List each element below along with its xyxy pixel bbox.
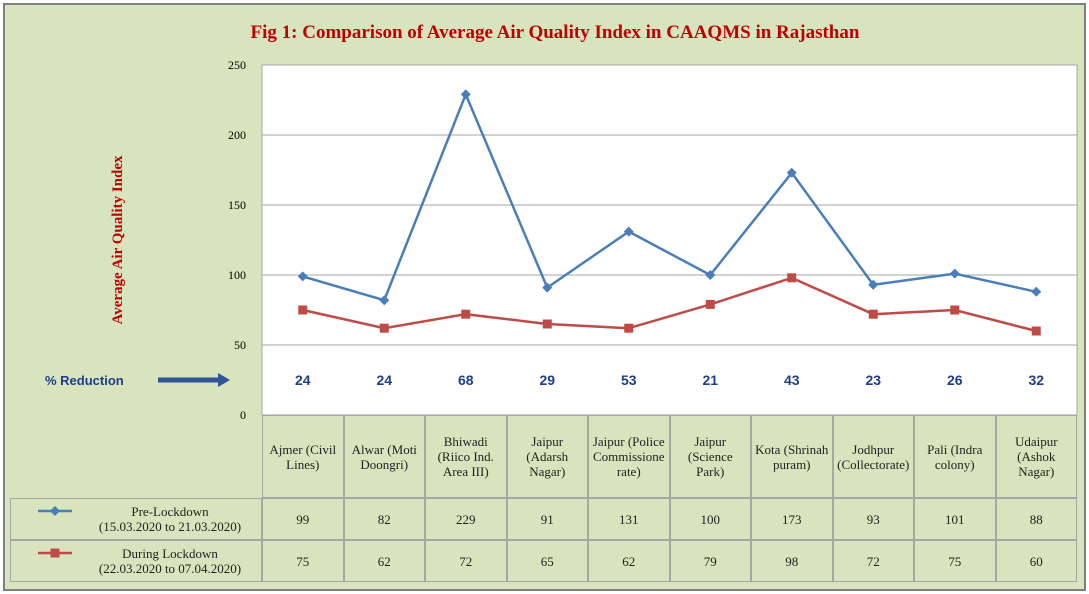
table-value: 99: [262, 498, 344, 540]
reduction-value: 23: [865, 372, 881, 388]
y-tick-label: 50: [234, 338, 246, 352]
data-point: [705, 270, 716, 280]
category-label: Kota (Shrinah puram): [751, 415, 833, 498]
category-label: Bhiwadi (Riico Ind. Area III): [425, 415, 507, 498]
category-label: Jaipur (Science Park): [669, 415, 751, 498]
y-axis-label: Average Air Quality Index: [110, 155, 126, 325]
category-label: Pali (Indra colony): [914, 415, 996, 498]
reduction-label: % Reduction: [45, 373, 124, 388]
reduction-value: 68: [458, 372, 474, 388]
table-value: 100: [669, 498, 751, 540]
legend-cell: Pre-Lockdown (15.03.2020 to 21.03.2020): [10, 498, 262, 540]
reduction-value: 29: [539, 372, 555, 388]
table-value: 62: [588, 540, 670, 582]
reduction-value: 24: [376, 372, 392, 388]
data-point: [542, 282, 553, 293]
data-point: [297, 271, 308, 282]
data-point: [379, 295, 390, 306]
table-value: 75: [262, 540, 344, 582]
data-point: [786, 167, 797, 178]
table-value: 82: [343, 498, 425, 540]
reduction-value: 53: [621, 372, 637, 388]
data-point: [787, 273, 797, 283]
legend-label: During Lockdown: [122, 546, 218, 561]
reduction-value: 32: [1028, 372, 1044, 388]
data-point: [705, 299, 715, 309]
data-point: [461, 309, 471, 319]
y-tick-label: 250: [228, 58, 246, 72]
table-value: 98: [751, 540, 833, 582]
legend-marker: [50, 506, 60, 516]
series-line: [302, 91, 1037, 302]
table-value: 88: [995, 498, 1077, 540]
table-value: 93: [832, 498, 914, 540]
data-point: [949, 268, 960, 279]
reduction-value: 43: [784, 372, 800, 388]
data-point: [624, 323, 634, 333]
table-value: 173: [751, 498, 833, 540]
legend-marker: [50, 548, 60, 558]
reduction-value: 24: [295, 372, 311, 388]
category-label: Jodhpur (Collectorate): [832, 415, 914, 498]
legend-period: (22.03.2020 to 07.04.2020): [98, 561, 242, 576]
data-point: [298, 305, 308, 315]
table-value: 101: [914, 498, 996, 540]
plot-area: [261, 64, 1078, 416]
chart-title: Fig 1: Comparison of Average Air Quality…: [251, 22, 860, 43]
table-value: 60: [995, 540, 1077, 582]
data-point: [950, 305, 960, 315]
table-value: 131: [588, 498, 670, 540]
category-label: Ajmer (Civil Lines): [262, 415, 344, 498]
table-value: 72: [832, 540, 914, 582]
reduction-value: 21: [702, 372, 718, 388]
category-label: Jaipur (Adarsh Nagar): [506, 415, 588, 498]
table-value: 75: [914, 540, 996, 582]
legend-label: Pre-Lockdown: [131, 504, 209, 519]
y-tick-label: 0: [240, 408, 246, 422]
data-point: [868, 309, 878, 319]
category-label: Alwar (Moti Doongri): [343, 415, 425, 498]
data-point: [542, 319, 552, 329]
table-value: 229: [425, 498, 507, 540]
data-point: [623, 226, 634, 237]
table-value: 79: [669, 540, 751, 582]
y-tick-label: 150: [228, 198, 246, 212]
table-value: 62: [343, 540, 425, 582]
data-point: [1031, 326, 1041, 336]
data-point: [379, 323, 389, 333]
data-point: [1031, 286, 1042, 297]
reduction-value: 26: [947, 372, 963, 388]
table-value: 65: [506, 540, 588, 582]
legend-cell: During Lockdown (22.03.2020 to 07.04.2020…: [10, 540, 262, 582]
reduction-arrow-head: [218, 373, 230, 387]
legend-period: (15.03.2020 to 21.03.2020): [98, 519, 242, 534]
data-point: [460, 89, 471, 100]
category-label: Jaipur (Police Commissionerate): [588, 415, 670, 498]
y-tick-label: 200: [228, 128, 246, 142]
data-point: [868, 279, 879, 290]
table-value: 72: [425, 540, 507, 582]
y-tick-label: 100: [228, 268, 246, 282]
category-label: Udaipur (Ashok Nagar): [995, 415, 1077, 498]
table-value: 91: [506, 498, 588, 540]
series-line: [302, 276, 1037, 333]
